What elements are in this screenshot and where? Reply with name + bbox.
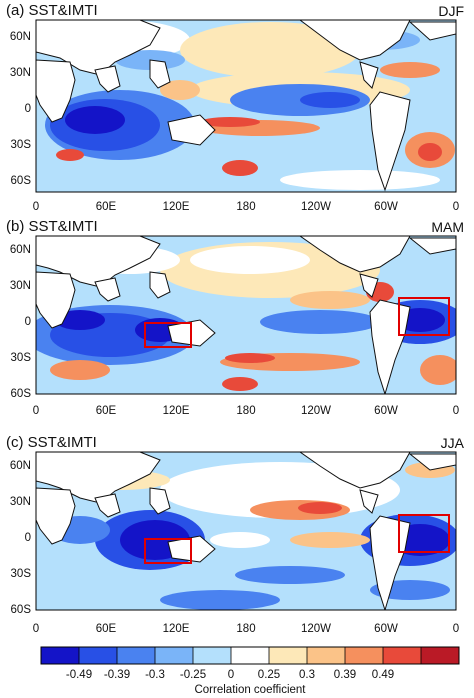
panel-c-ytick-30s: 30S (11, 568, 32, 580)
panel-b-xtick-60w: 60W (374, 405, 398, 417)
panel-b-ytick-60n: 60N (10, 244, 31, 256)
panel-c-frame (35, 451, 457, 611)
panel-c-xtick-120e: 120E (163, 623, 190, 635)
colorbar-cell-7 (307, 647, 345, 664)
colorbar-title: Correlation coefficient (194, 684, 306, 696)
panel-b-ytick-30n: 30N (10, 280, 31, 292)
panel-a-x-ticks: 0 60E 120E 180 120W 60W 0 (33, 201, 459, 213)
colorbar-frame (40, 646, 460, 665)
colorbar-label-1: -0.39 (104, 669, 130, 681)
panel-a-xtick-180: 180 (236, 201, 255, 213)
panel-b-ytick-60s: 60S (11, 388, 32, 400)
panel-a-y-ticks: 60N 30N 0 30S 60S (10, 31, 31, 187)
panel-a-xtick-60e: 60E (96, 201, 117, 213)
panel-b-box-south-america (398, 297, 450, 336)
colorbar-labels: -0.49 -0.39 -0.3 -0.25 0 0.25 0.3 0.39 0… (66, 669, 394, 681)
panel-c-xtick-0: 0 (33, 623, 39, 635)
panel-b-ytick-0: 0 (25, 316, 31, 328)
colorbar-label-8: 0.49 (372, 669, 394, 681)
panel-c-title: (c) SST&IMTI (6, 434, 97, 451)
panel-b-xtick-0-end: 0 (453, 405, 459, 417)
colorbar-label-3: -0.25 (180, 669, 206, 681)
panel-c-xtick-60e: 60E (96, 623, 117, 635)
colorbar-cell-9 (383, 647, 421, 664)
panel-a-xtick-0: 0 (33, 201, 39, 213)
panel-b-land (36, 236, 456, 394)
panel-b-box-maritime-continent (144, 322, 192, 348)
panel-c-boxes (144, 514, 450, 564)
panel-a-ytick-60s: 60S (11, 175, 32, 187)
panel-b-boxes (144, 297, 450, 348)
panel-b-ytick-30s: 30S (11, 352, 32, 364)
colorbar-cell-10 (421, 647, 459, 664)
panel-c-xtick-120w: 120W (301, 623, 331, 635)
panel-a-ytick-30s: 30S (11, 139, 32, 151)
panel-a-xtick-120e: 120E (163, 201, 190, 213)
panel-c-box-maritime-continent (144, 538, 192, 564)
panel-c-season: JJA (441, 435, 465, 451)
panel-c-xtick-180: 180 (236, 623, 255, 635)
panel-c-ytick-60n: 60N (10, 460, 31, 472)
panel-a-ytick-60n: 60N (10, 31, 31, 43)
colorbar-cell-1 (79, 647, 117, 664)
colorbar-label-6: 0.3 (299, 669, 315, 681)
panel-c-ytick-30n: 30N (10, 496, 31, 508)
panel-c-box-south-america (398, 514, 450, 553)
colorbar-label-7: 0.39 (334, 669, 356, 681)
panel-b-xtick-120e: 120E (163, 405, 190, 417)
colorbar-label-0: -0.49 (66, 669, 92, 681)
colorbar-cell-8 (345, 647, 383, 664)
panel-c: (c) SST&IMTI JJA 60N 30N 0 30S 60S 0 60E… (6, 434, 465, 635)
colorbar-cell-0 (41, 647, 79, 664)
panel-c-xtick-0-end: 0 (453, 623, 459, 635)
colorbar-label-4: 0 (228, 669, 234, 681)
colorbar: -0.49 -0.39 -0.3 -0.25 0 0.25 0.3 0.39 0… (40, 646, 460, 696)
panel-c-ytick-60s: 60S (11, 604, 32, 616)
panel-c-xtick-60w: 60W (374, 623, 398, 635)
colorbar-cell-5 (231, 647, 269, 664)
panel-b-xtick-120w: 120W (301, 405, 331, 417)
panel-c-y-ticks: 60N 30N 0 30S 60S (10, 460, 31, 616)
panel-a-xtick-0-end: 0 (453, 201, 459, 213)
panel-a-ytick-30n: 30N (10, 67, 31, 79)
panel-b-y-ticks: 60N 30N 0 30S 60S (10, 244, 31, 400)
panel-a: (a) SST&IMTI DJF 60N 30N 0 30S 60S 0 60E… (6, 2, 464, 213)
panel-b-xtick-180: 180 (236, 405, 255, 417)
colorbar-dividers (78, 647, 422, 664)
panel-a-title: (a) SST&IMTI (6, 2, 98, 19)
colorbar-cell-3 (155, 647, 193, 664)
panel-b-title: (b) SST&IMTI (6, 218, 98, 235)
panel-b-frame (35, 235, 457, 395)
panel-a-season: DJF (438, 3, 464, 19)
panel-b-xtick-0: 0 (33, 405, 39, 417)
colorbar-label-2: -0.3 (145, 669, 165, 681)
panel-a-xtick-120w: 120W (301, 201, 331, 213)
panel-b-xtick-60e: 60E (96, 405, 117, 417)
panel-c-x-ticks: 0 60E 120E 180 120W 60W 0 (33, 623, 459, 635)
panel-c-ytick-0: 0 (25, 532, 31, 544)
colorbar-cell-6 (269, 647, 307, 664)
panel-a-xtick-60w: 60W (374, 201, 398, 213)
colorbar-cell-4 (193, 647, 231, 664)
panel-a-frame (35, 19, 457, 193)
panel-a-ytick-0: 0 (25, 103, 31, 115)
panel-a-land (36, 20, 456, 192)
panel-b: (b) SST&IMTI MAM 60N 30N 0 30S 60S 0 60E… (6, 218, 464, 417)
colorbar-cell-2 (117, 647, 155, 664)
panel-b-x-ticks: 0 60E 120E 180 120W 60W 0 (33, 405, 459, 417)
panel-b-season: MAM (431, 219, 464, 235)
colorbar-label-5: 0.25 (258, 669, 280, 681)
